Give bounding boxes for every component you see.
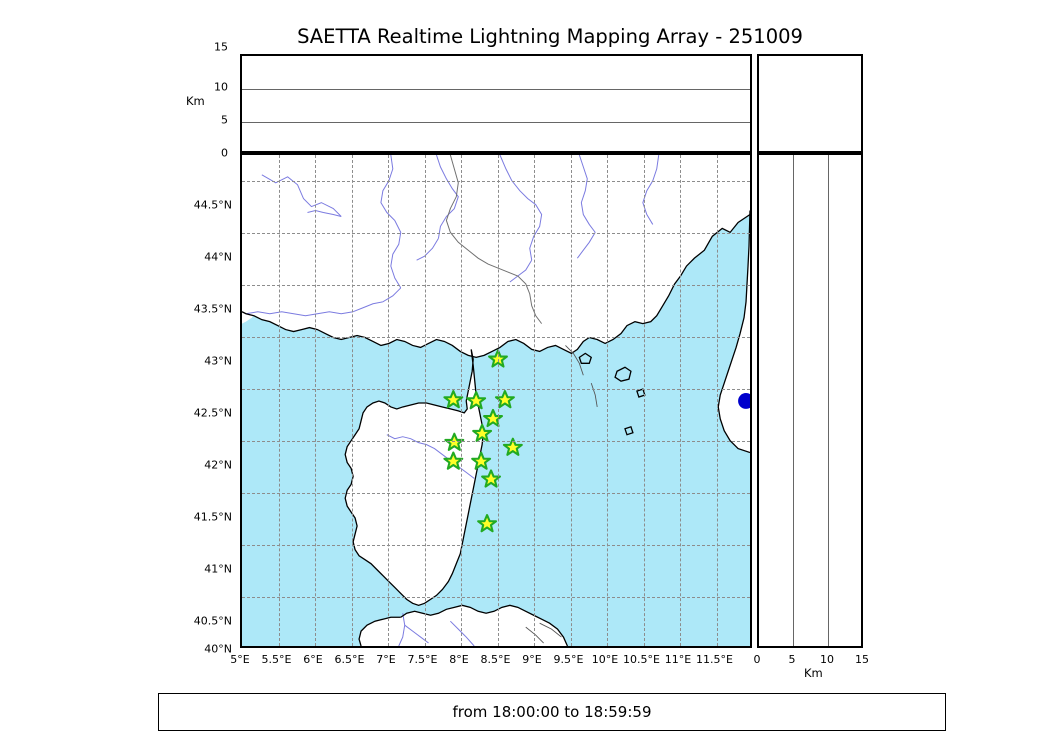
page-title: SAETTA Realtime Lightning Mapping Array … <box>297 25 803 48</box>
station-marker <box>502 437 523 456</box>
map-svg <box>242 155 750 646</box>
status-text: from 18:00:00 to 18:59:59 <box>452 703 652 721</box>
lat-tick-44: 44°N <box>204 250 232 264</box>
lon-tick-7.5: 7.5°E <box>407 653 438 666</box>
gridline-lat-43 <box>242 337 750 338</box>
coastline-layer <box>242 210 750 646</box>
lon-tick-7: 7°E <box>376 653 396 666</box>
lat-tick-44.5: 44.5°N <box>193 198 232 212</box>
gridline-lon-5.5 <box>278 155 280 646</box>
gridline-lon-6.5 <box>351 155 353 646</box>
mainland-landmass <box>242 155 750 358</box>
gridline-lat-42 <box>242 441 750 442</box>
corsica-landmass <box>345 349 484 606</box>
lat-tick-43.5: 43.5°N <box>193 302 232 316</box>
gridline-lon-9 <box>534 155 535 646</box>
lat-tick-41.5: 41.5°N <box>193 510 232 524</box>
alt-tick-15: 15 <box>214 40 228 54</box>
lon-tick-6.5: 6.5°E <box>334 653 365 666</box>
italy-east-landmass <box>718 210 750 453</box>
gridline-lat-41.5 <box>242 493 750 494</box>
gridline-lat-44 <box>242 233 750 234</box>
lon-tick-5: 5°E <box>230 653 250 666</box>
gridline-lon-8.5 <box>497 155 499 646</box>
map-panel[interactable] <box>240 153 752 648</box>
gridline-lon-9.5 <box>570 155 572 646</box>
station-marker <box>471 451 492 470</box>
gridline-alt-10 <box>242 89 750 90</box>
gridline-lat-41 <box>242 545 750 546</box>
borders-layer <box>445 155 543 324</box>
gridline-lon-10 <box>607 155 608 646</box>
gridline-lat-43.5 <box>242 285 750 286</box>
altitude-longitude-panel <box>240 54 752 153</box>
gridline-lon-11.5 <box>716 155 718 646</box>
station-marker <box>483 408 503 428</box>
reference-marker-dot <box>738 393 750 409</box>
station-marker <box>466 391 487 410</box>
lat-tick-42.5: 42.5°N <box>193 406 232 420</box>
range-panel-plot-area <box>759 155 861 646</box>
lon-tick-6: 6°E <box>303 653 323 666</box>
latitude-range-panel <box>757 153 863 648</box>
lon-tick-10.5: 10.5°E <box>623 653 660 666</box>
gridline-range-10 <box>828 155 829 646</box>
gridline-lon-8 <box>461 155 462 646</box>
range-tick-5: 5 <box>788 653 796 666</box>
lon-tick-10: 10°E <box>591 653 619 666</box>
status-box: from 18:00:00 to 18:59:59 <box>158 693 946 731</box>
range-tick-10: 10 <box>820 653 834 666</box>
lon-tick-9.5: 9.5°E <box>553 653 584 666</box>
gridline-lon-11 <box>680 155 681 646</box>
lon-tick-8.5: 8.5°E <box>480 653 511 666</box>
lon-tick-11: 11°E <box>664 653 692 666</box>
corner-panel <box>757 54 863 153</box>
lat-tick-42: 42°N <box>204 458 232 472</box>
gridline-lon-6 <box>315 155 316 646</box>
lon-tick-8: 8°E <box>449 653 469 666</box>
station-marker <box>472 423 493 442</box>
gridline-lon-7.5 <box>424 155 426 646</box>
lat-tick-41: 41°N <box>204 562 232 576</box>
range-tick-0: 0 <box>753 653 761 666</box>
gridline-alt-5 <box>242 122 750 123</box>
lon-tick-9: 9°E <box>522 653 542 666</box>
gridline-lon-10.5 <box>643 155 645 646</box>
gridline-lon-7 <box>388 155 389 646</box>
lat-tick-40.5: 40.5°N <box>193 614 232 628</box>
station-marker <box>477 514 498 533</box>
lat-tick-40: 40°N <box>204 642 232 656</box>
alt-tick-0: 0 <box>221 146 228 160</box>
corsica-rivers <box>386 434 475 479</box>
range-axis-label: Km <box>804 666 823 680</box>
lat-tick-43: 43°N <box>204 354 232 368</box>
lon-tick-5.5: 5.5°E <box>261 653 292 666</box>
gridline-lat-44.5 <box>242 181 750 182</box>
station-marker <box>443 451 464 470</box>
station-marker <box>443 390 464 409</box>
range-tick-15: 15 <box>855 653 869 666</box>
gridline-range-5 <box>793 155 794 646</box>
altitude-axis-label: Km <box>186 94 205 108</box>
rivers-layer <box>245 155 660 317</box>
map-plot-area <box>242 155 750 646</box>
track-lines <box>525 345 598 644</box>
lon-tick-11.5: 11.5°E <box>696 653 733 666</box>
altitude-panel-plot-area <box>242 56 750 151</box>
gridline-lat-40.5 <box>242 597 750 598</box>
gridline-lat-42.5 <box>242 389 750 390</box>
alt-tick-10: 10 <box>214 80 228 94</box>
sardinia-landmass <box>359 605 568 646</box>
alt-tick-5: 5 <box>221 113 228 127</box>
